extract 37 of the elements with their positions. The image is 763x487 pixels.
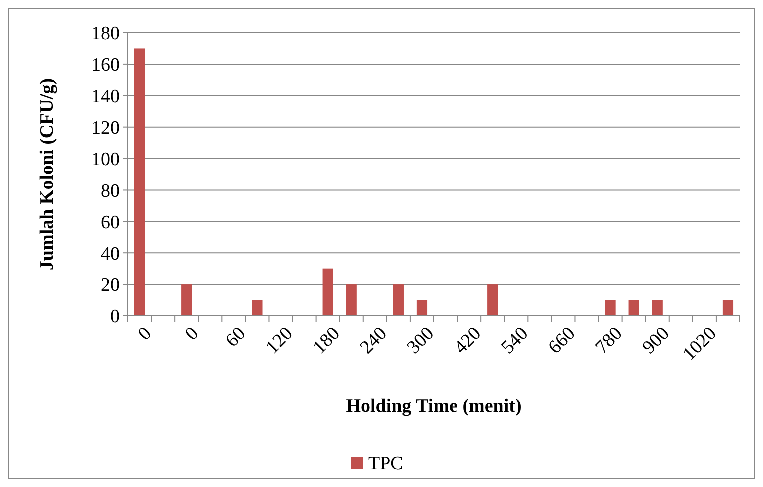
y-tick-label: 40	[101, 244, 120, 265]
bar	[182, 284, 192, 316]
x-tick-label: 900	[638, 323, 674, 358]
y-tick-label: 0	[110, 306, 120, 328]
bar	[652, 300, 663, 316]
bar	[322, 268, 334, 316]
bar	[722, 300, 734, 316]
x-tick-label: 420	[450, 323, 486, 358]
x-tick-label: 60	[222, 323, 250, 352]
bar	[346, 284, 357, 316]
bar	[393, 284, 404, 316]
x-tick-label: 780	[592, 323, 627, 358]
x-tick-label: 0	[134, 323, 156, 345]
x-tick-label: 540	[498, 323, 533, 358]
x-tick-label: 300	[403, 323, 438, 358]
x-tick-label: 180	[309, 323, 344, 358]
y-tick-label: 100	[92, 149, 120, 170]
legend-label: TPC	[368, 454, 404, 475]
bar	[416, 300, 428, 316]
y-tick-label: 160	[92, 55, 120, 76]
y-tick-label: 120	[92, 118, 120, 139]
bar	[605, 300, 616, 316]
y-tick-label: 20	[101, 275, 120, 296]
y-tick-label: 140	[92, 86, 120, 108]
y-tick-label: 60	[101, 212, 120, 234]
x-tick-label: 240	[356, 323, 392, 358]
bar	[134, 48, 146, 316]
y-axis-title: Jumlah Koloni (CFU/g)	[37, 78, 58, 271]
x-tick-label: 120	[262, 323, 298, 358]
y-tick-label: 80	[101, 180, 120, 202]
bar	[252, 300, 263, 316]
x-tick-label: 0	[182, 323, 204, 345]
x-tick-label: 660	[544, 323, 580, 358]
x-axis-title: Holding Time (menit)	[346, 396, 522, 417]
bar	[488, 284, 498, 316]
y-tick-label: 180	[92, 24, 120, 45]
bar	[628, 300, 640, 316]
